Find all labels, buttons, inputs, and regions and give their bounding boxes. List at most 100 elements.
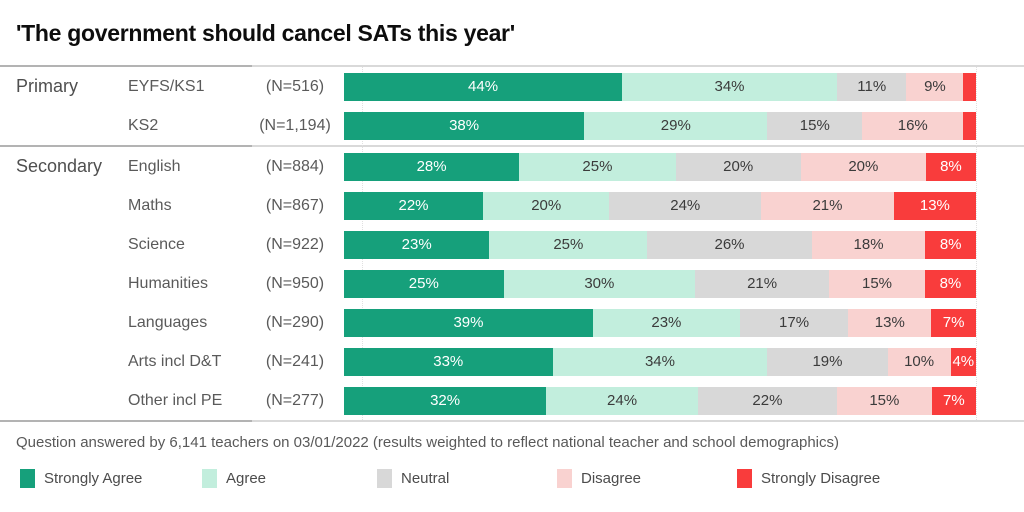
section-divider [0, 145, 1024, 147]
table-row: Science (N=922) 23% 25% 26% 18% 8% [0, 225, 1024, 264]
chart-area: Primary EYFS/KS1 (N=516) 44% 34% 11% 9% KS2 (N=1… [0, 67, 1024, 420]
bar-segment-strongly_agree: 25% [344, 269, 504, 298]
bar-segment-strongly_disagree: 7% [931, 308, 976, 337]
bar-segment-agree: 25% [519, 152, 676, 181]
bar-segment-disagree: 18% [811, 230, 926, 259]
stacked-bar: 25% 30% 21% 15% 8% [344, 269, 976, 298]
bar-segment-strongly_agree: 44% [344, 72, 623, 101]
sample-size-label: (N=277) [265, 391, 325, 409]
legend-swatch-strongly_agree [20, 469, 35, 488]
bar-segment-neutral: 24% [609, 191, 762, 220]
sample-size-label: (N=241) [265, 352, 325, 370]
chart-title: 'The government should cancel SATs this … [16, 20, 515, 46]
bar-segment-strongly_disagree: 8% [925, 152, 976, 181]
legend-item-strongly_disagree: Strongly Disagree [737, 469, 880, 488]
bottom-divider [0, 420, 1024, 422]
bar-segment-strongly_disagree: 8% [925, 230, 976, 259]
subject-label: English [128, 157, 181, 175]
top-divider [0, 65, 1024, 67]
group-label: Primary [16, 76, 78, 96]
legend-item-neutral: Neutral [377, 469, 557, 488]
bar-segment-disagree: 15% [836, 386, 932, 415]
stacked-bar: 33% 34% 19% 10% 4% [344, 347, 976, 376]
bar-segment-neutral: 26% [647, 230, 812, 259]
legend-swatch-neutral [377, 469, 392, 488]
legend-swatch-strongly_disagree [737, 469, 752, 488]
legend-label: Neutral [401, 470, 450, 487]
stacked-bar: 23% 25% 26% 18% 8% [344, 230, 976, 259]
sample-size-label: (N=950) [265, 274, 325, 292]
bar-segment-agree: 30% [503, 269, 696, 298]
subject-label: Arts incl D&T [128, 352, 222, 370]
stacked-bar: 22% 20% 24% 21% 13% [344, 191, 976, 220]
legend-item-agree: Agree [202, 469, 377, 488]
bar-segment-neutral: 21% [695, 269, 830, 298]
footnote: Question answered by 6,141 teachers on 0… [16, 434, 840, 451]
sample-size-label: (N=516) [265, 77, 325, 95]
stacked-bar: 28% 25% 20% 20% 8% [344, 152, 976, 181]
table-row: KS2 (N=1,194) 38% 29% 15% 16% [0, 106, 1024, 145]
bar-segment-agree: 20% [483, 191, 610, 220]
legend-swatch-agree [202, 469, 217, 488]
stacked-bar: 32% 24% 22% 15% 7% [344, 386, 976, 415]
bar-segment-strongly_agree: 28% [344, 152, 520, 181]
sample-size-label: (N=884) [265, 157, 325, 175]
legend-label: Strongly Agree [44, 470, 143, 487]
bar-segment-strongly_agree: 32% [344, 386, 547, 415]
bar-segment-neutral: 22% [697, 386, 837, 415]
table-row: Humanities (N=950) 25% 30% 21% 15% 8% [0, 264, 1024, 303]
bar-segment-disagree: 13% [848, 308, 932, 337]
legend-label: Disagree [581, 470, 642, 487]
bar-segment-strongly_disagree: 13% [893, 191, 976, 220]
legend-swatch-disagree [557, 469, 572, 488]
bar-segment-strongly_agree: 22% [344, 191, 484, 220]
bar-segment-strongly_disagree: 8% [924, 269, 976, 298]
legend: Strongly Agree Agree Neutral Disagree Strong… [20, 469, 1024, 488]
subject-label: Languages [128, 313, 208, 331]
legend-label: Strongly Disagree [761, 470, 881, 487]
table-row: Primary EYFS/KS1 (N=516) 44% 34% 11% 9% [0, 67, 1024, 106]
subject-label: Science [128, 235, 185, 253]
sample-size-label: (N=1,194) [259, 116, 331, 134]
bar-segment-strongly_disagree [963, 72, 976, 101]
bar-segment-neutral: 15% [767, 111, 863, 140]
bar-segment-disagree: 9% [906, 72, 964, 101]
subject-label: Humanities [128, 274, 209, 292]
bar-segment-strongly_agree: 33% [344, 347, 553, 376]
bar-segment-agree: 23% [592, 308, 740, 337]
stacked-bar: 44% 34% 11% 9% [344, 72, 976, 101]
bar-segment-agree: 34% [552, 347, 768, 376]
table-row: Languages (N=290) 39% 23% 17% 13% 7% [0, 303, 1024, 342]
bar-segment-disagree: 16% [862, 111, 964, 140]
subject-label: Maths [128, 196, 172, 214]
group-label: Secondary [16, 156, 103, 176]
bar-segment-agree: 34% [622, 72, 837, 101]
plot-right-axis-line [976, 67, 977, 420]
subject-label: EYFS/KS1 [128, 77, 205, 95]
stacked-bar: 39% 23% 17% 13% 7% [344, 308, 976, 337]
bar-segment-strongly_disagree [963, 111, 976, 140]
table-row: Secondary English (N=884) 28% 25% 20% 20% 8% [0, 147, 1024, 186]
legend-item-strongly_agree: Strongly Agree [20, 469, 202, 488]
bar-segment-neutral: 17% [739, 308, 849, 337]
bar-segment-agree: 24% [546, 386, 698, 415]
sample-size-label: (N=922) [265, 235, 325, 253]
bar-segment-disagree: 15% [829, 269, 925, 298]
bar-segment-strongly_disagree: 7% [931, 386, 976, 415]
bar-segment-strongly_agree: 38% [344, 111, 585, 140]
bar-segment-agree: 29% [584, 111, 768, 140]
bar-segment-disagree: 10% [887, 347, 951, 376]
sample-size-label: (N=290) [265, 313, 325, 331]
table-row: Arts incl D&T (N=241) 33% 34% 19% 10% 4% [0, 342, 1024, 381]
bar-segment-neutral: 20% [675, 152, 801, 181]
legend-item-disagree: Disagree [557, 469, 737, 488]
bar-segment-disagree: 20% [800, 152, 926, 181]
bar-segment-strongly_agree: 39% [344, 308, 593, 337]
bar-segment-agree: 25% [489, 230, 648, 259]
bar-segment-neutral: 19% [767, 347, 888, 376]
bar-segment-neutral: 11% [836, 72, 907, 101]
bar-segment-strongly_disagree: 4% [950, 347, 976, 376]
chart-rows: Primary EYFS/KS1 (N=516) 44% 34% 11% 9% KS2 (N=1… [0, 67, 1024, 420]
table-row: Other incl PE (N=277) 32% 24% 22% 15% 7% [0, 381, 1024, 420]
